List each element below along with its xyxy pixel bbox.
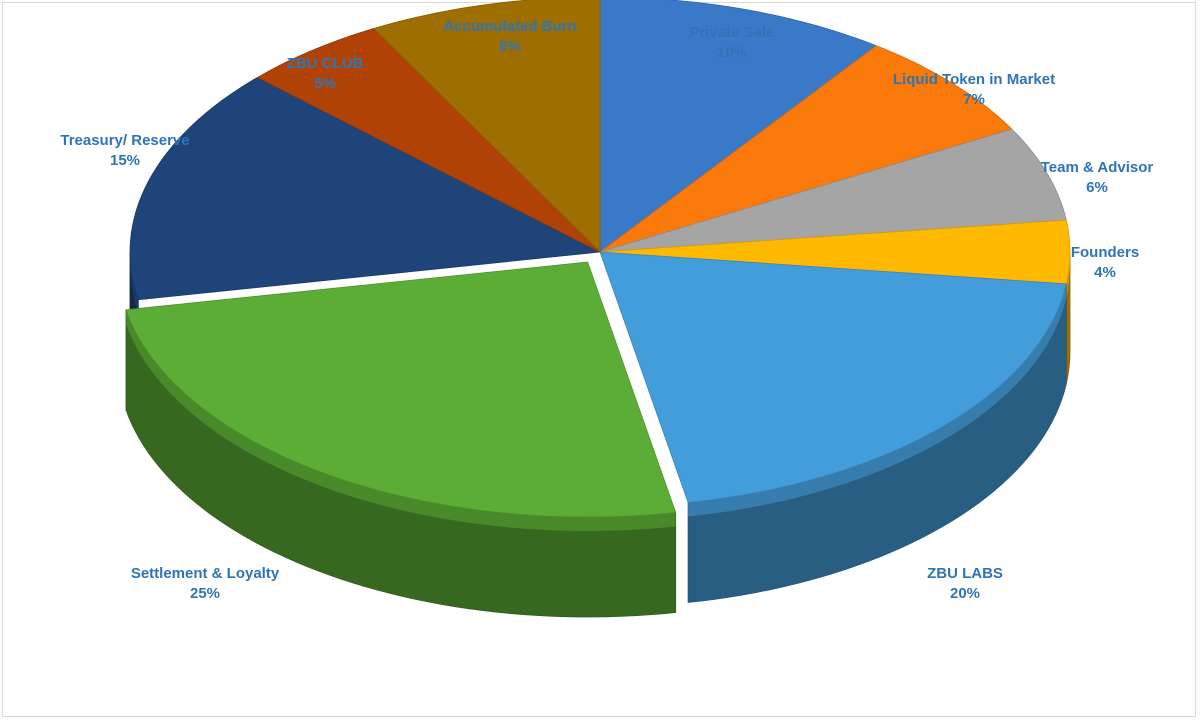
pie-slice [256,28,601,253]
slice-label: Treasury/ Reserve 15% [60,132,189,169]
pie-slice [125,261,677,518]
pie-slice-side-highlight [130,252,139,314]
pie-slice [373,0,601,253]
slice-label-name: Settlement & Loyalty [131,565,280,582]
pie-slice [599,0,877,253]
slice-label: ZBU LABS 20% [927,565,1003,602]
slice-label-name: Private Sale [689,24,774,41]
slice-label-name: ZBU LABS [927,565,1003,582]
slice-label: ZBU CLUB 5% [287,55,364,92]
slice-label-name: Liquid Token in Market [893,71,1055,88]
slice-label-value: 8% [499,38,521,55]
pie-slice [129,77,601,301]
slice-label: Accumulated Burn 8% [443,18,576,55]
slice-label: Founders 4% [1071,244,1139,281]
slice-label-value: 7% [963,91,985,108]
pie-slice [599,128,1067,253]
slice-label-value: 4% [1094,264,1116,281]
slice-label-value: 6% [1086,179,1108,196]
pie-slice-side-highlight [688,283,1067,517]
slice-label-name: Team & Advisor [1041,159,1154,176]
slice-label-value: 25% [190,585,220,602]
pie-slice [599,251,1067,503]
slice-label-value: 15% [110,152,140,169]
slice-label-name: ZBU CLUB [287,55,364,72]
slice-label-value: 10% [717,44,747,61]
pie-slice [599,45,1013,253]
slice-label-name: Founders [1071,244,1139,261]
slice-label: Liquid Token in Market 7% [893,71,1055,108]
pie-slice [599,219,1071,285]
slice-label: Settlement & Loyalty 25% [131,565,280,602]
slice-label-name: Accumulated Burn [443,18,576,35]
slice-label: Private Sale 10% [689,24,774,61]
slice-label-value: 20% [950,585,980,602]
slice-label-value: 5% [314,75,336,92]
slice-label-name: Treasury/ Reserve [60,132,189,149]
slice-label: Team & Advisor 6% [1041,159,1154,196]
